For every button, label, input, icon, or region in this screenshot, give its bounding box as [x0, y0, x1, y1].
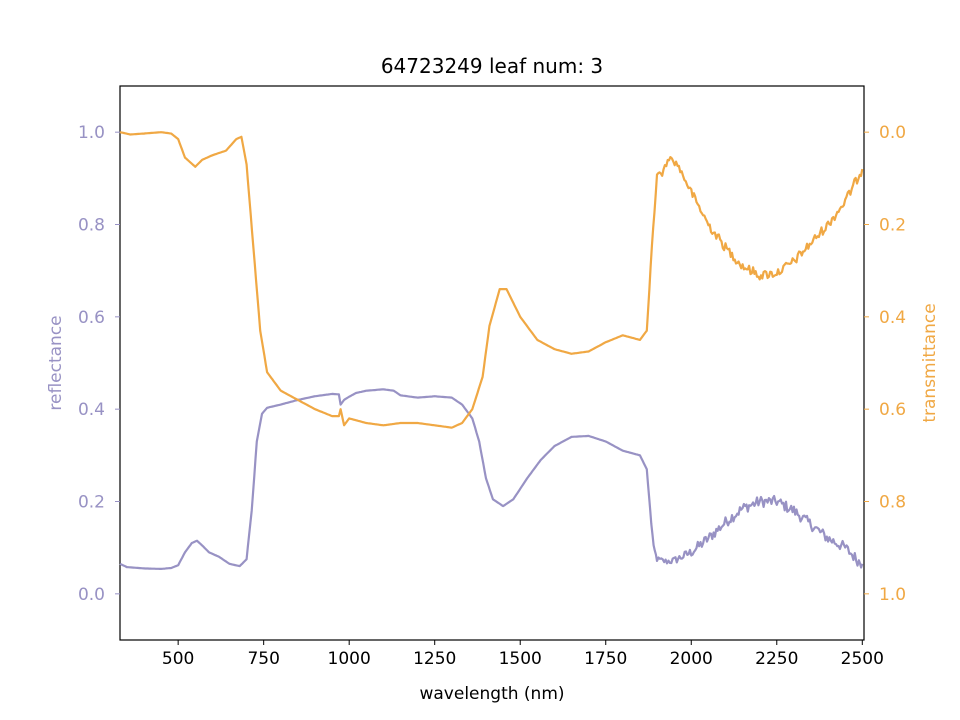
y-left-tick-label: 0.4	[78, 400, 105, 420]
y-right-tick-label: 0.8	[879, 493, 906, 513]
x-tick-label: 2000	[670, 649, 713, 669]
chart-title: 64723249 leaf num: 3	[381, 54, 603, 78]
series-layer	[119, 131, 864, 571]
transmittance-series-line	[119, 131, 864, 429]
x-tick-label: 2500	[841, 649, 884, 669]
y-axis-right: 0.0 0.2 0.4 0.6 0.8 1.0	[864, 123, 906, 605]
y-left-tick-label: 1.0	[78, 123, 105, 143]
y-right-tick-label: 0.0	[879, 123, 906, 143]
y-axis-left-label: reflectance	[46, 315, 66, 410]
plot-frame	[119, 85, 865, 641]
x-tick-label: 1750	[584, 649, 627, 669]
x-tick-label: 1500	[499, 649, 542, 669]
y-left-tick-label: 0.6	[78, 308, 105, 328]
y-axis-left: 0.0 0.2 0.4 0.6 0.8 1.0	[78, 123, 120, 605]
x-tick-label: 750	[247, 649, 279, 669]
x-tick-label: 2250	[755, 649, 798, 669]
x-tick-label: 500	[162, 649, 194, 669]
y-left-tick-label: 0.0	[78, 585, 105, 605]
y-right-tick-label: 0.2	[879, 216, 906, 236]
y-left-tick-label: 0.8	[78, 216, 105, 236]
x-axis: 500 750 1000 1250 1500 1750 2000 2250 2500	[162, 640, 884, 669]
y-right-tick-label: 1.0	[879, 585, 906, 605]
reflectance-series-line	[119, 388, 864, 571]
y-right-tick-label: 0.4	[879, 308, 906, 328]
y-left-tick-label: 0.2	[78, 493, 105, 513]
y-right-tick-label: 0.6	[879, 400, 906, 420]
x-axis-label: wavelength (nm)	[419, 684, 564, 704]
y-axis-right-label: transmittance	[920, 303, 940, 422]
plot-area	[119, 85, 865, 641]
x-tick-label: 1000	[328, 649, 371, 669]
x-tick-label: 1250	[413, 649, 456, 669]
